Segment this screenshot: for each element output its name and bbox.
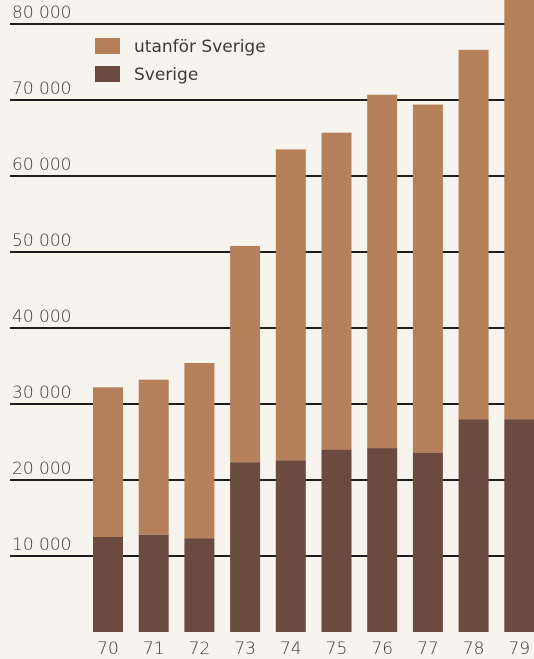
bar-segment-utanfor-sverige (504, 0, 534, 420)
bar-segment-sverige (275, 460, 306, 632)
x-tick-label: 77 (417, 639, 439, 659)
bar-segment-sverige (412, 452, 443, 632)
legend-swatch (95, 66, 120, 82)
x-tick-label: 79 (508, 639, 530, 659)
gridlines (10, 23, 530, 557)
y-tick-label: 20 000 (12, 459, 71, 479)
bar-segment-sverige (184, 538, 215, 632)
bar-segment-sverige (367, 448, 398, 632)
bar-segment-utanfor-sverige (367, 94, 398, 449)
y-tick-label: 40 000 (12, 307, 71, 327)
legend-label: utanför Sverige (134, 37, 266, 57)
bars (93, 0, 534, 632)
y-tick-label: 70 000 (12, 79, 71, 99)
bar-segment-utanfor-sverige (93, 387, 123, 537)
legend: utanför Sverige Sverige (90, 28, 300, 90)
x-tick-label: 76 (371, 639, 393, 659)
y-tick-label: 60 000 (12, 155, 71, 175)
y-tick-label: 80 000 (12, 3, 71, 23)
legend-swatch (95, 38, 120, 54)
y-axis-ticks: 10 000 20 000 30 000 40 000 50 000 60 000 70 0… (12, 3, 71, 555)
y-tick-label: 30 000 (12, 383, 71, 403)
x-axis-ticks: 70 71 72 73 74 75 76 77 78 79 (97, 639, 530, 659)
bar-segment-utanfor-sverige (275, 149, 306, 461)
legend-background (90, 28, 300, 90)
bar-segment-utanfor-sverige (412, 104, 443, 453)
bar-segment-sverige (93, 537, 123, 632)
x-tick-label: 73 (234, 639, 256, 659)
bar-segment-sverige (230, 462, 261, 632)
bar-segment-utanfor-sverige (458, 49, 489, 420)
bar-segment-sverige (138, 534, 169, 632)
bar-segment-sverige (458, 419, 489, 632)
x-tick-label: 75 (326, 639, 348, 659)
bar-segment-sverige (321, 449, 352, 632)
x-tick-label: 71 (143, 639, 165, 659)
bar-segment-utanfor-sverige (138, 379, 169, 535)
y-tick-label: 50 000 (12, 231, 71, 251)
x-tick-label: 74 (280, 639, 302, 659)
bar-segment-utanfor-sverige (230, 245, 261, 463)
y-tick-label: 10 000 (12, 535, 71, 555)
x-tick-label: 78 (463, 639, 485, 659)
x-tick-label: 70 (97, 639, 119, 659)
legend-label: Sverige (134, 65, 198, 85)
x-tick-label: 72 (189, 639, 211, 659)
bar-segment-utanfor-sverige (184, 362, 215, 539)
bar-segment-utanfor-sverige (321, 132, 352, 450)
bar-segment-sverige (504, 419, 534, 632)
